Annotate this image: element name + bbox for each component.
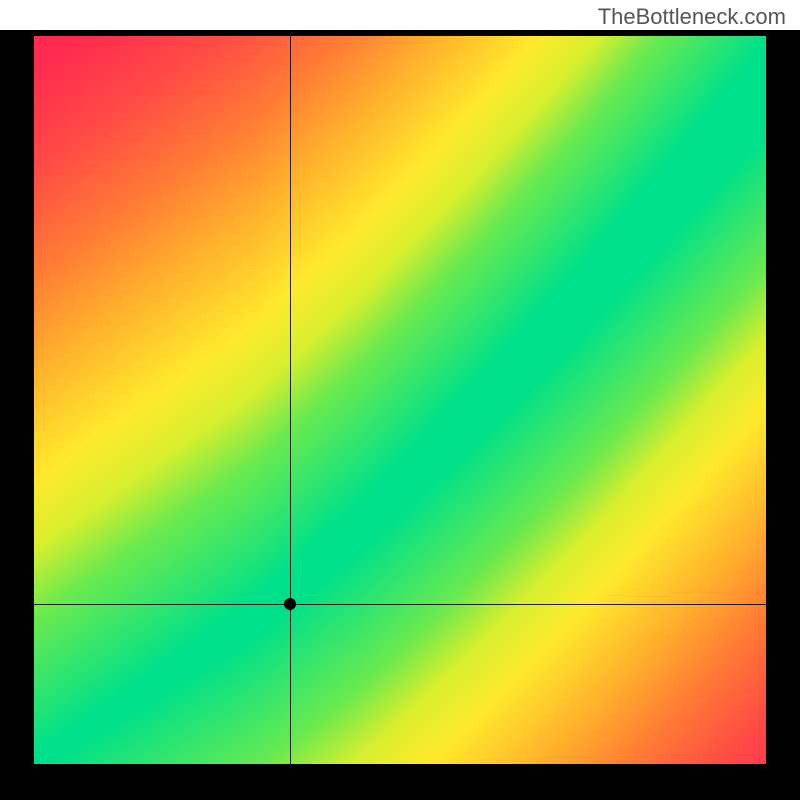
chart-frame <box>0 30 800 800</box>
crosshair-horizontal <box>34 604 766 605</box>
marker-dot <box>284 598 296 610</box>
crosshair-vertical <box>290 36 291 764</box>
heatmap-canvas <box>34 36 766 764</box>
chart-wrapper: TheBottleneck.com <box>0 0 800 800</box>
attribution-label: TheBottleneck.com <box>598 4 786 30</box>
plot-area <box>34 36 766 764</box>
